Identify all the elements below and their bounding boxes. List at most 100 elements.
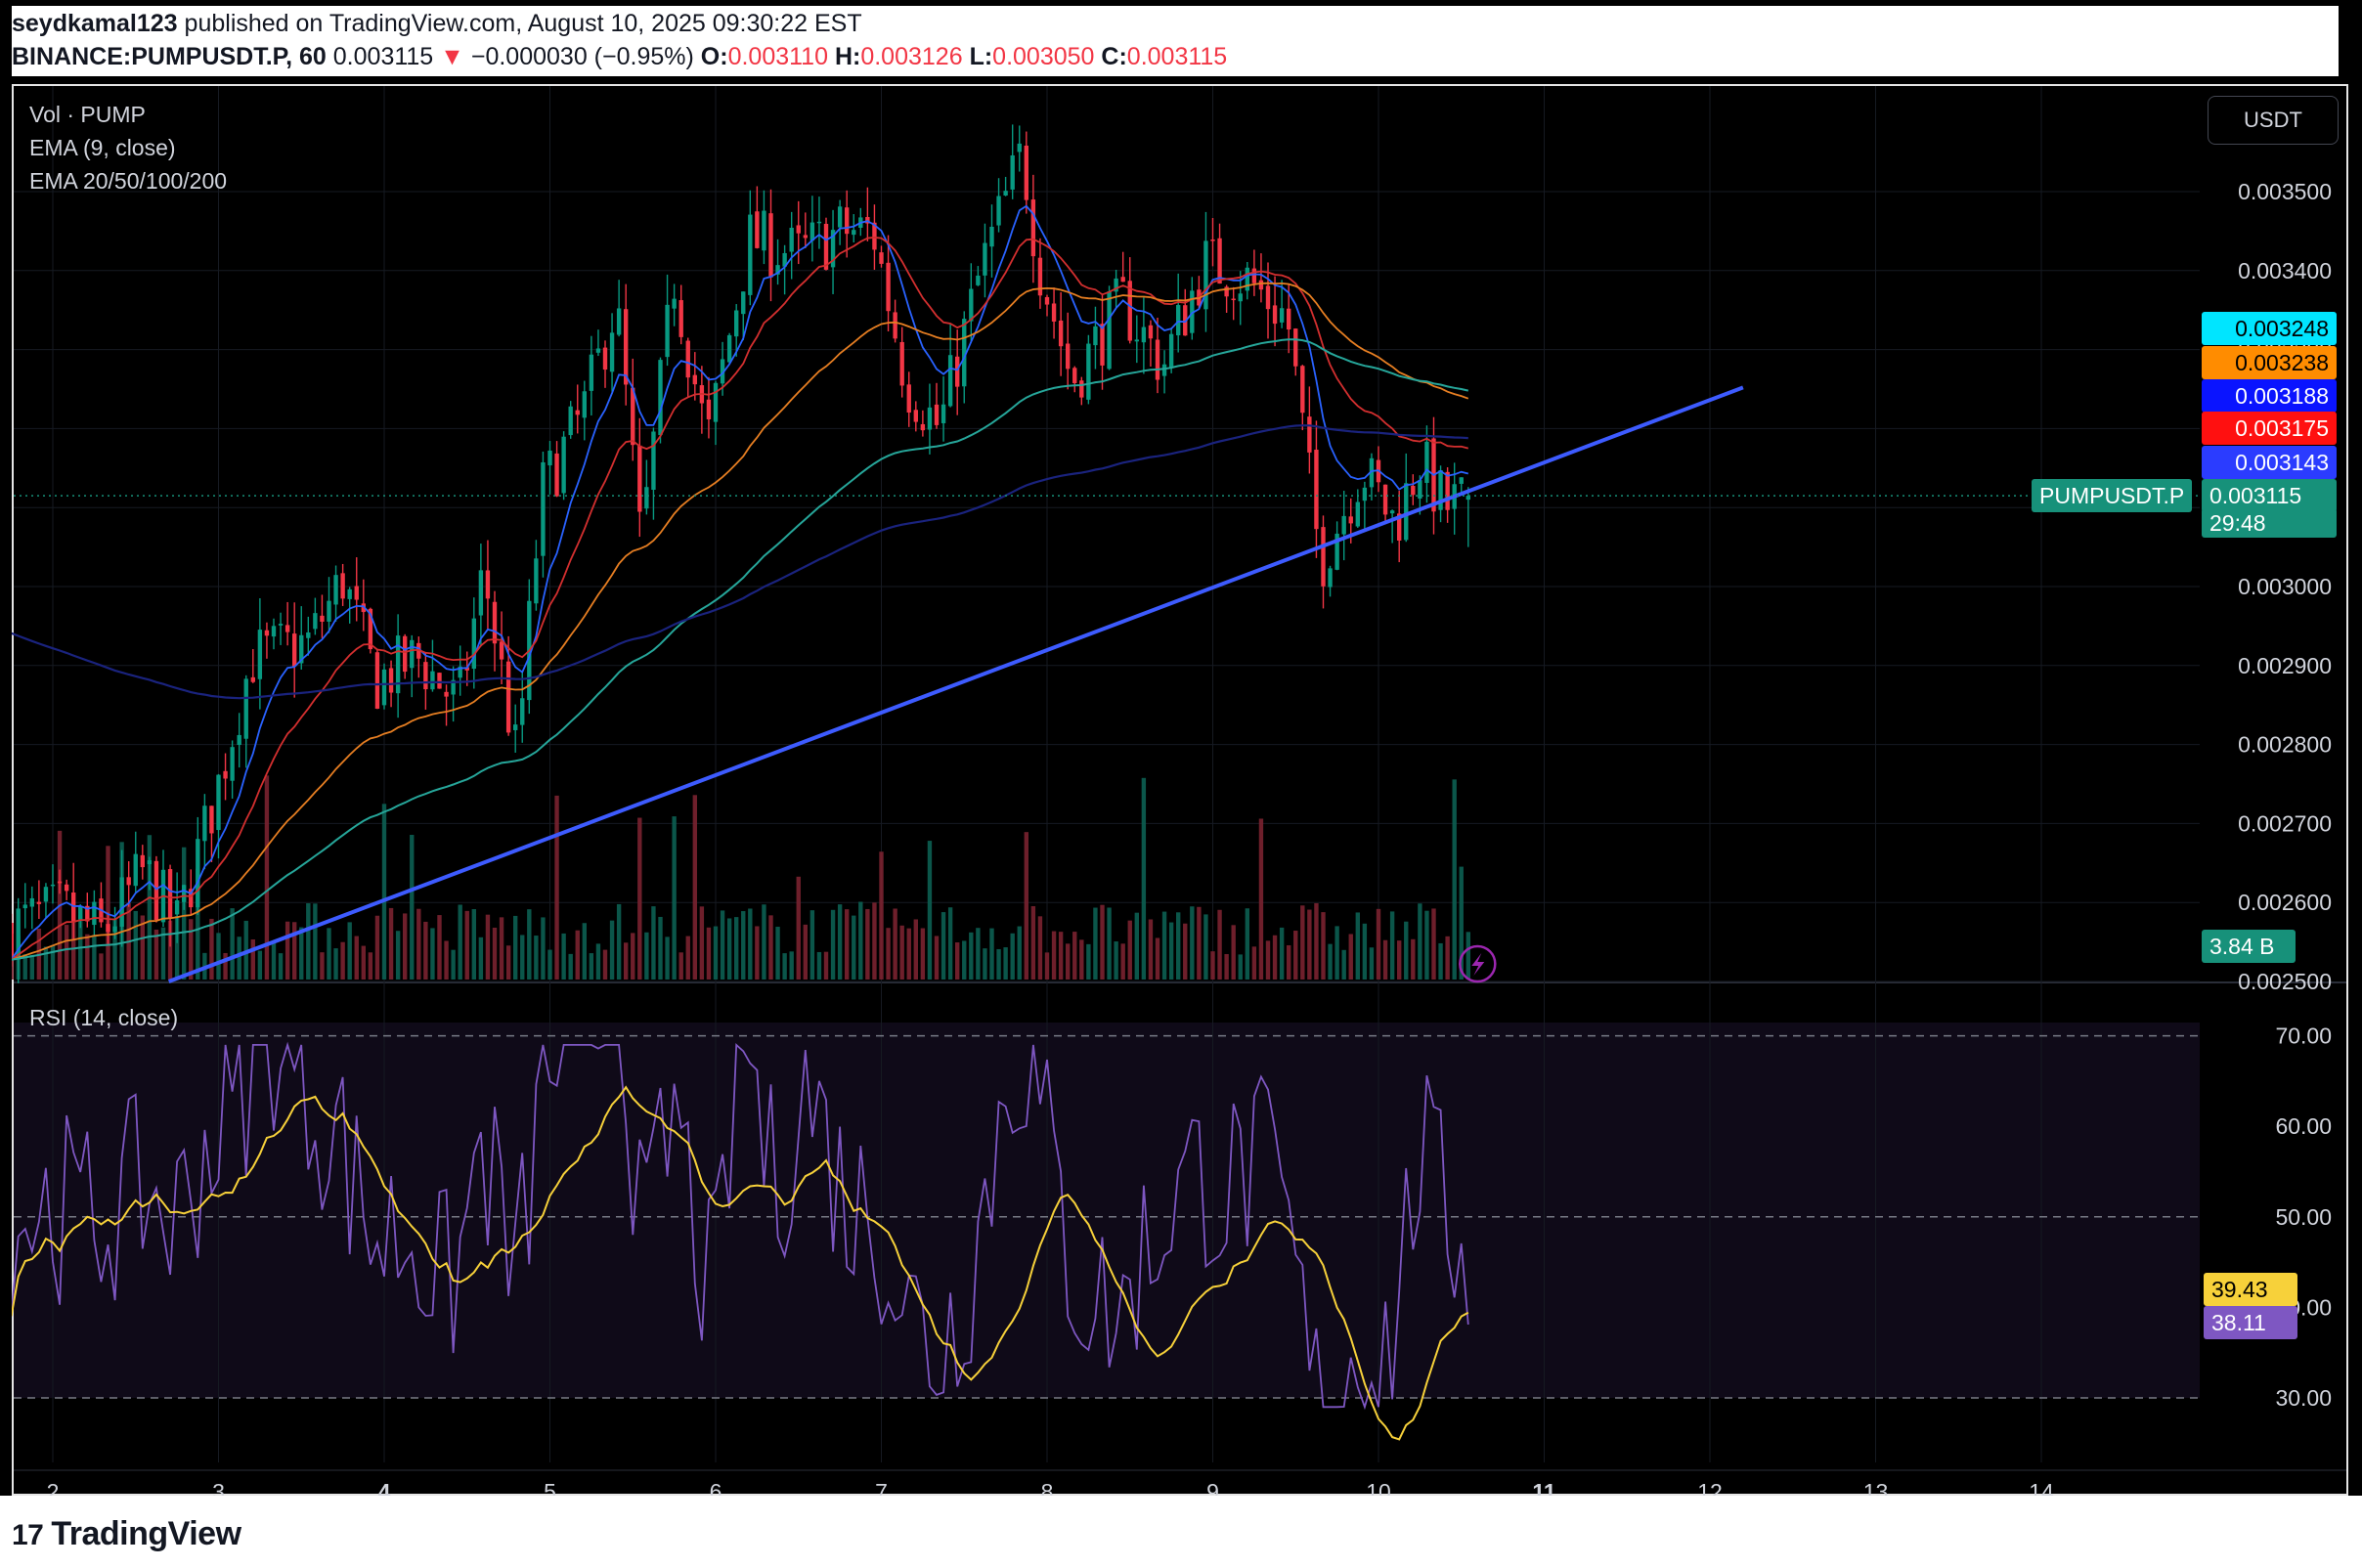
ohlc-line: BINANCE:PUMPUSDT.P, 60 0.003115 ▼ −0.000… xyxy=(12,43,1227,71)
candle-body xyxy=(299,634,304,664)
volume-bar xyxy=(1203,914,1208,980)
volume-bar xyxy=(837,904,843,980)
volume-bar xyxy=(1030,905,1036,980)
candle-body xyxy=(602,347,608,370)
candle-body xyxy=(1161,364,1167,376)
candle-body xyxy=(658,360,663,436)
volume-bar xyxy=(976,928,981,980)
candle-body xyxy=(1037,257,1043,296)
volume-bar xyxy=(264,775,270,980)
current-price-tag: 0.003115 xyxy=(2202,479,2337,513)
volume-bar xyxy=(1314,902,1319,980)
candle-body xyxy=(1459,477,1464,484)
volume-bar xyxy=(1348,934,1353,980)
candle-body xyxy=(257,630,263,679)
price-chart[interactable]: 0.002500 0.002600 0.002700 0.002800 0.002900… xyxy=(12,84,2348,1496)
volume-bar xyxy=(1341,949,1346,980)
volume-bar xyxy=(430,928,435,980)
tradingview-logo-mark: 17 xyxy=(12,1519,44,1551)
candle-body xyxy=(768,213,773,278)
candle-body xyxy=(609,332,615,372)
time-axis-labels: 2 3 4 5 6 7 8 9 10 11 12 13 14 xyxy=(47,1479,2054,1496)
candle-body xyxy=(1404,483,1409,541)
volume-bar xyxy=(755,926,760,980)
volume-bar xyxy=(340,941,345,980)
ema-price-tag: 0.003248 xyxy=(2202,312,2337,345)
volume-bar xyxy=(368,952,373,980)
price-tick-label: 0.002700 xyxy=(2238,810,2332,836)
volume-bar xyxy=(913,919,919,980)
candle-body xyxy=(70,893,76,923)
volume-bar xyxy=(865,908,870,980)
volume-bar xyxy=(250,938,256,980)
candle-body xyxy=(1051,303,1057,322)
volume-bar xyxy=(320,952,325,980)
volume-bar xyxy=(223,952,228,980)
candle-body xyxy=(29,897,35,907)
candle-body xyxy=(1134,339,1140,342)
volume-bar xyxy=(1168,922,1174,980)
volume-bar xyxy=(1272,935,1278,980)
candle-body xyxy=(64,884,69,892)
candle-body xyxy=(1396,513,1402,541)
candle-body xyxy=(706,399,712,419)
volume-bar xyxy=(568,953,573,980)
candle-body xyxy=(1224,286,1229,297)
volume-bar xyxy=(1024,832,1029,980)
ema-100-line xyxy=(12,338,1469,961)
candle-body xyxy=(623,309,629,385)
legend-ema9[interactable]: EMA (9, close) xyxy=(29,135,176,160)
volume-bar xyxy=(22,954,27,980)
volume-bar xyxy=(92,935,97,980)
candle-body xyxy=(741,291,746,315)
candle-body xyxy=(1003,191,1008,196)
volume-bar xyxy=(29,954,35,980)
author-name[interactable]: seydkamal123 xyxy=(12,10,178,37)
rsi-tick-label: 70.00 xyxy=(2275,1024,2332,1049)
candle-body xyxy=(320,615,325,622)
trend-line xyxy=(167,385,1744,983)
volume-bar xyxy=(1017,926,1022,980)
currency-unit-button[interactable]: USDT xyxy=(2208,96,2339,145)
candle-body xyxy=(554,453,559,497)
volume-bar xyxy=(692,795,698,980)
candle-body xyxy=(1010,154,1015,190)
candle-body xyxy=(672,298,677,309)
rsi-line xyxy=(12,1041,1469,1411)
down-arrow-icon: ▼ xyxy=(440,43,464,70)
volume-bar xyxy=(1065,943,1071,980)
price-tick-label: 0.002900 xyxy=(2238,653,2332,678)
candle-body xyxy=(713,382,719,422)
tradingview-logo[interactable]: 17 TradingView xyxy=(12,1515,241,1553)
legend-rsi[interactable]: RSI (14, close) xyxy=(29,1005,179,1030)
volume-bar xyxy=(1362,923,1368,980)
volume-bar xyxy=(1155,937,1160,980)
candle-body xyxy=(284,625,290,632)
candle-body xyxy=(478,570,484,616)
candle-body xyxy=(1348,516,1353,524)
candle-body xyxy=(775,265,780,275)
volume-bar xyxy=(1100,904,1105,980)
rsi-ma-line xyxy=(12,1085,1469,1441)
candle-body xyxy=(1293,328,1298,367)
time-tick-label: 14 xyxy=(2029,1479,2054,1496)
volume-bar xyxy=(823,951,829,980)
volume-bar xyxy=(685,936,690,980)
candle-body xyxy=(782,252,787,267)
volume-bar xyxy=(1376,908,1381,980)
candle-body xyxy=(361,603,367,613)
volume-bar xyxy=(962,940,967,980)
candle-body xyxy=(1086,343,1091,400)
legend-ema-multi[interactable]: EMA 20/50/100/200 xyxy=(29,168,228,194)
candle-body xyxy=(651,431,656,491)
candle-body xyxy=(112,926,117,933)
volume-bar xyxy=(291,922,297,980)
ema-price-tag: 0.003188 xyxy=(2202,379,2337,413)
open-label: O: xyxy=(700,43,728,70)
legend-volume[interactable]: Vol · PUMP xyxy=(29,102,146,127)
volume-bar xyxy=(589,953,594,980)
volume-bar xyxy=(1396,940,1402,980)
candle-body xyxy=(202,806,207,842)
candle-body xyxy=(209,806,214,834)
